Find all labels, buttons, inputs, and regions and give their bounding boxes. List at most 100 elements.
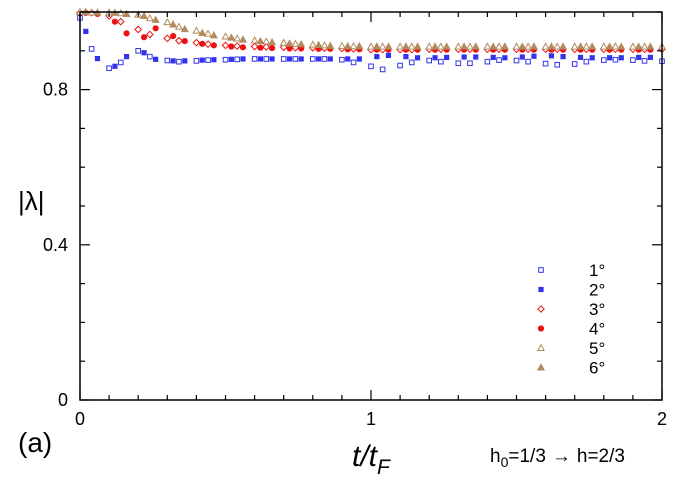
data-point [426,57,432,64]
data-point [640,42,649,50]
data-point [589,55,595,61]
data-point [489,42,498,50]
data-point [116,8,125,17]
legend-label: 6° [589,359,605,378]
data-point [436,42,445,50]
data-point [320,41,329,49]
data-point [385,52,392,59]
data-point [262,43,271,51]
data-point [152,25,159,32]
data-point [559,42,568,50]
legend-item: 3° [537,300,605,319]
legend-label: 1° [589,261,605,280]
data-point [560,54,566,60]
data-point [343,41,352,50]
data-point [292,56,299,62]
data-point [192,26,201,34]
data-point [193,58,200,64]
data-point [251,56,258,62]
data-point [513,57,520,64]
condition-h-final: h=2/3 [577,446,625,467]
data-point [117,59,124,66]
data-point [374,54,380,60]
data-point [414,55,421,61]
x-tick-label: 1 [366,409,376,429]
data-point [262,37,271,45]
data-point [269,56,275,62]
data-point [221,32,230,40]
data-point [384,42,393,50]
data-point [180,24,189,33]
data-point [519,54,525,60]
data-point [337,41,346,49]
data-point [599,42,608,50]
data-point [397,62,403,69]
data-point [408,59,415,66]
data-point [169,20,178,28]
data-point [438,58,444,65]
data-point [163,34,172,43]
data-point [221,41,230,50]
data-point [570,42,579,50]
condition-arrow: → [552,446,571,467]
x-axis-label-main: t/t [352,440,379,473]
data-point [205,57,211,63]
data-point [467,60,473,67]
legend-label: 2° [589,281,605,300]
data-point [321,56,328,62]
data-point [611,42,620,50]
condition-h0-value: =1/3 [508,446,546,467]
data-point [280,56,287,62]
data-point [577,54,584,60]
data-point [518,42,527,50]
data-point [542,60,549,67]
legend-marker [536,343,546,352]
data-point [181,38,188,45]
condition-h0-base: h [490,446,501,467]
data-point [647,54,653,60]
data-point [174,22,183,30]
tick-layer: 0 1 2 0 0.4 0.8 [43,11,667,429]
data-point [605,42,614,50]
legend-item: 6° [536,359,605,378]
data-point [502,55,508,61]
data-point [240,56,246,62]
data-point [147,53,153,60]
data-point [461,54,467,60]
series-2 [83,28,653,69]
data-point [372,42,381,50]
data-point [153,56,159,62]
data-point [228,43,235,50]
data-point [444,54,450,60]
data-point [250,36,259,44]
legend-label: 5° [589,339,605,358]
data-point [268,44,276,52]
data-point [310,56,316,62]
data-point [490,54,496,60]
data-point [145,30,154,39]
data-point [256,36,265,45]
data-point [554,61,561,68]
data-point [298,56,304,62]
legend-marker [538,267,544,273]
data-point [607,55,613,61]
legend-item: 5° [536,339,605,358]
data-point [123,54,130,60]
data-point [541,42,550,50]
data-point [112,63,118,69]
data-point [525,58,531,65]
data-point [151,15,160,23]
condition-h0-sub: 0 [501,454,509,470]
data-point [553,42,562,50]
data-point [250,42,259,51]
data-point [350,59,357,66]
data-point [355,41,364,50]
data-point [116,17,125,26]
legend-marker [538,286,544,293]
data-point [460,42,469,50]
quench-condition: h0=1/3 → h=2/3 [490,446,625,470]
data-point [442,42,451,50]
y-axis-label: |λ| [18,186,45,216]
data-point [239,44,247,51]
data-point [199,40,206,47]
